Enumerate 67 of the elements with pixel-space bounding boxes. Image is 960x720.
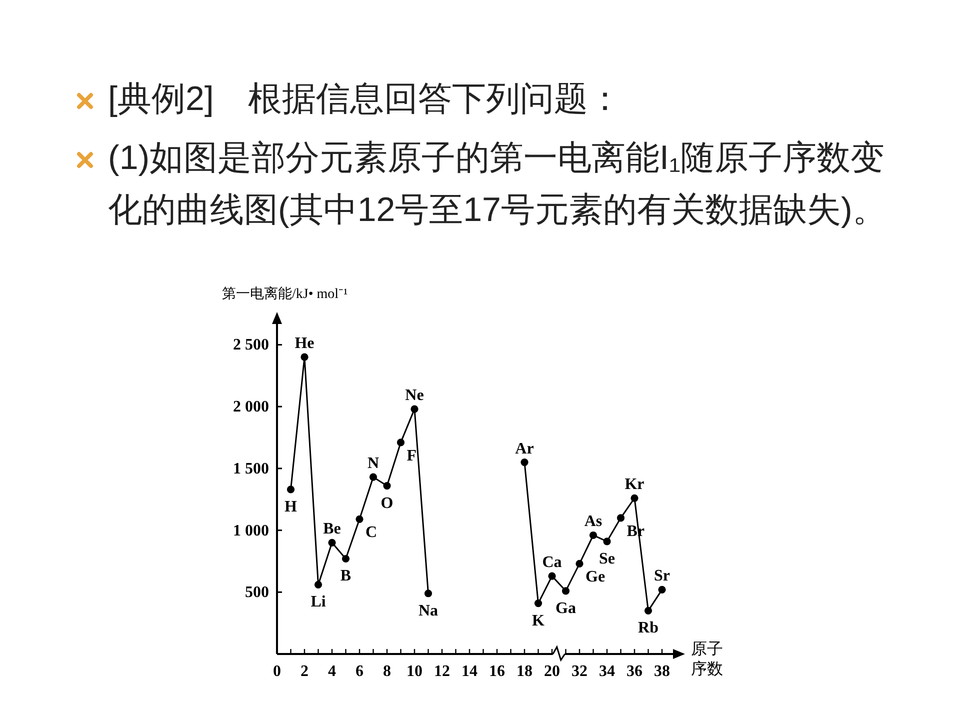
point (644, 606, 652, 615)
annotation: Kr (624, 476, 644, 494)
annotation: Be (323, 520, 341, 538)
annotation: H (284, 498, 298, 516)
annotation: As (584, 513, 602, 530)
point (369, 473, 378, 481)
y-tick-label: 1 500 (233, 460, 269, 478)
point (562, 587, 570, 595)
point (356, 515, 364, 523)
point (630, 494, 638, 502)
x-tick-label: 6 (356, 663, 364, 680)
point (548, 572, 556, 580)
y-tick-label: 2 000 (233, 398, 269, 416)
point (576, 560, 584, 568)
annotation: Na (418, 602, 438, 620)
point (424, 590, 432, 598)
annotation: Se (599, 550, 615, 568)
annotation: K (532, 612, 546, 630)
x-axis-title: 原子序数 (691, 641, 723, 678)
point (589, 531, 598, 540)
point (603, 538, 611, 546)
annotation: N (367, 455, 380, 472)
point (616, 514, 625, 522)
x-tick-label: 34 (599, 663, 615, 680)
point (342, 554, 350, 563)
y-tick-label: 2 500 (233, 336, 269, 354)
annotation: Rb (638, 620, 659, 637)
point (396, 438, 405, 446)
point (328, 538, 336, 546)
annotation: C (366, 524, 378, 542)
annotation: Ar (515, 440, 534, 458)
x-tick-label: 0 (273, 663, 281, 680)
annotation: F (406, 447, 417, 464)
annotation: Ga (556, 600, 576, 617)
annotation: Ca (542, 554, 562, 572)
point (300, 353, 308, 361)
x-tick-label: 20 (544, 663, 560, 680)
point (658, 586, 666, 594)
chart-title: [典例2] 根据信息回答下列问题： (108, 79, 622, 120)
x-tick-label: 8 (383, 663, 391, 680)
annotation: O (380, 494, 394, 512)
point (314, 580, 322, 589)
x-tick-label: 12 (434, 663, 450, 680)
point (520, 458, 528, 466)
point (534, 599, 542, 608)
annotation: Ne (405, 387, 424, 404)
x-tick-label: 10 (406, 663, 422, 680)
x-tick-label: 14 (462, 663, 478, 680)
x-tick-label: 18 (516, 663, 532, 680)
point (383, 482, 391, 490)
x-tick-label: 38 (654, 663, 670, 680)
annotation: He (294, 335, 314, 352)
y-tick-label: 1 000 (233, 522, 269, 540)
chart-subtitle: (1)如图是部分元素原子的第一电离能I₁随原子序数变化的曲线图(其中12号至17号元素的有关数据缺失)。 (108, 138, 888, 231)
point (286, 486, 295, 494)
point (410, 405, 418, 413)
x-tick-label: 36 (626, 663, 642, 680)
x-tick-label: 16 (489, 663, 505, 680)
annotation: Sr (654, 568, 670, 585)
annotation: Ge (586, 568, 606, 586)
y-axis-title: 第一电离能/kJ• mol⁻¹ (222, 286, 348, 302)
y-tick-label: 500 (245, 584, 269, 602)
annotation: B (340, 568, 352, 585)
x-tick-label: 2 (300, 663, 308, 680)
annotation: Li (310, 594, 326, 611)
x-tick-label: 32 (572, 663, 588, 680)
x-tick-label: 4 (328, 663, 336, 680)
